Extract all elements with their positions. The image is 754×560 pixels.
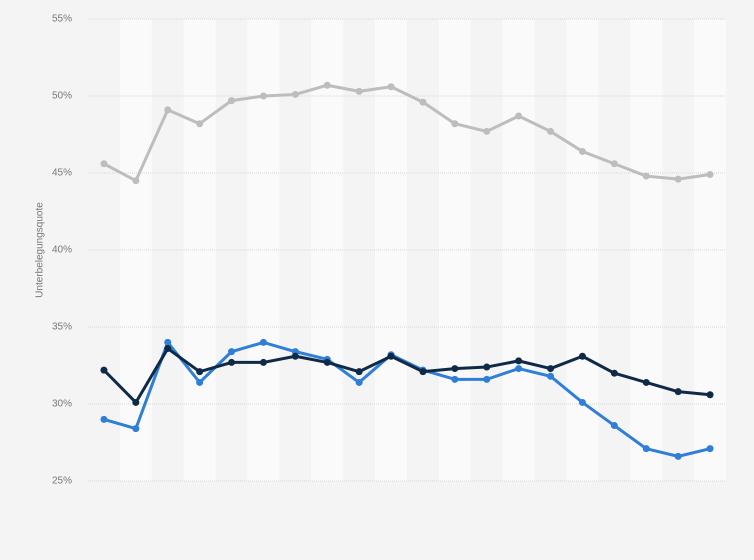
data-point	[483, 127, 491, 135]
data-point	[547, 372, 555, 380]
data-point	[547, 365, 555, 373]
data-point	[610, 422, 618, 430]
data-point	[451, 120, 459, 128]
data-point	[228, 97, 236, 105]
data-point	[259, 338, 267, 346]
data-point	[228, 348, 236, 356]
data-point	[100, 160, 108, 168]
data-point	[610, 369, 618, 377]
data-point	[132, 177, 140, 185]
data-point	[164, 345, 172, 353]
y-tick-label: 25%	[52, 476, 72, 487]
data-point	[196, 378, 204, 386]
data-point	[100, 415, 108, 423]
data-point	[291, 90, 299, 98]
data-point	[228, 358, 236, 366]
data-point	[578, 147, 586, 155]
data-point	[259, 92, 267, 100]
y-tick-label: 30%	[52, 399, 72, 410]
y-tick-label: 50%	[52, 91, 72, 102]
data-point	[674, 388, 682, 396]
data-point	[642, 172, 650, 180]
data-point	[419, 98, 427, 106]
series-line	[103, 83, 711, 183]
data-point	[674, 452, 682, 460]
data-point	[674, 175, 682, 183]
data-point	[323, 81, 331, 89]
data-point	[355, 87, 363, 95]
data-point	[483, 375, 491, 383]
data-point	[578, 398, 586, 406]
data-point	[706, 171, 714, 179]
data-point	[483, 363, 491, 371]
data-point	[164, 338, 172, 346]
data-point	[355, 378, 363, 386]
data-point	[132, 398, 140, 406]
data-point	[515, 365, 523, 373]
data-point	[291, 352, 299, 360]
data-point	[642, 445, 650, 453]
data-point	[132, 425, 140, 433]
data-point	[610, 160, 618, 168]
y-tick-label: 35%	[52, 322, 72, 333]
data-point	[323, 358, 331, 366]
data-point	[164, 106, 172, 114]
data-point	[100, 366, 108, 374]
data-point	[706, 391, 714, 399]
data-point	[451, 365, 459, 373]
data-point	[515, 112, 523, 120]
y-tick-label: 55%	[52, 14, 72, 25]
data-point	[259, 358, 267, 366]
y-tick-label: 40%	[52, 245, 72, 256]
y-axis-label: Unterbelegungsquote	[35, 202, 46, 298]
data-point	[387, 83, 395, 91]
y-tick-label: 45%	[52, 168, 72, 179]
data-point	[642, 378, 650, 386]
data-point	[578, 352, 586, 360]
data-point	[196, 120, 204, 128]
data-point	[706, 445, 714, 453]
data-point	[419, 368, 427, 376]
series-line	[102, 347, 711, 404]
data-point	[547, 127, 555, 135]
data-point	[515, 357, 523, 365]
data-point	[387, 352, 395, 360]
data-point	[451, 375, 459, 383]
data-point	[355, 368, 363, 376]
data-point	[196, 368, 204, 376]
